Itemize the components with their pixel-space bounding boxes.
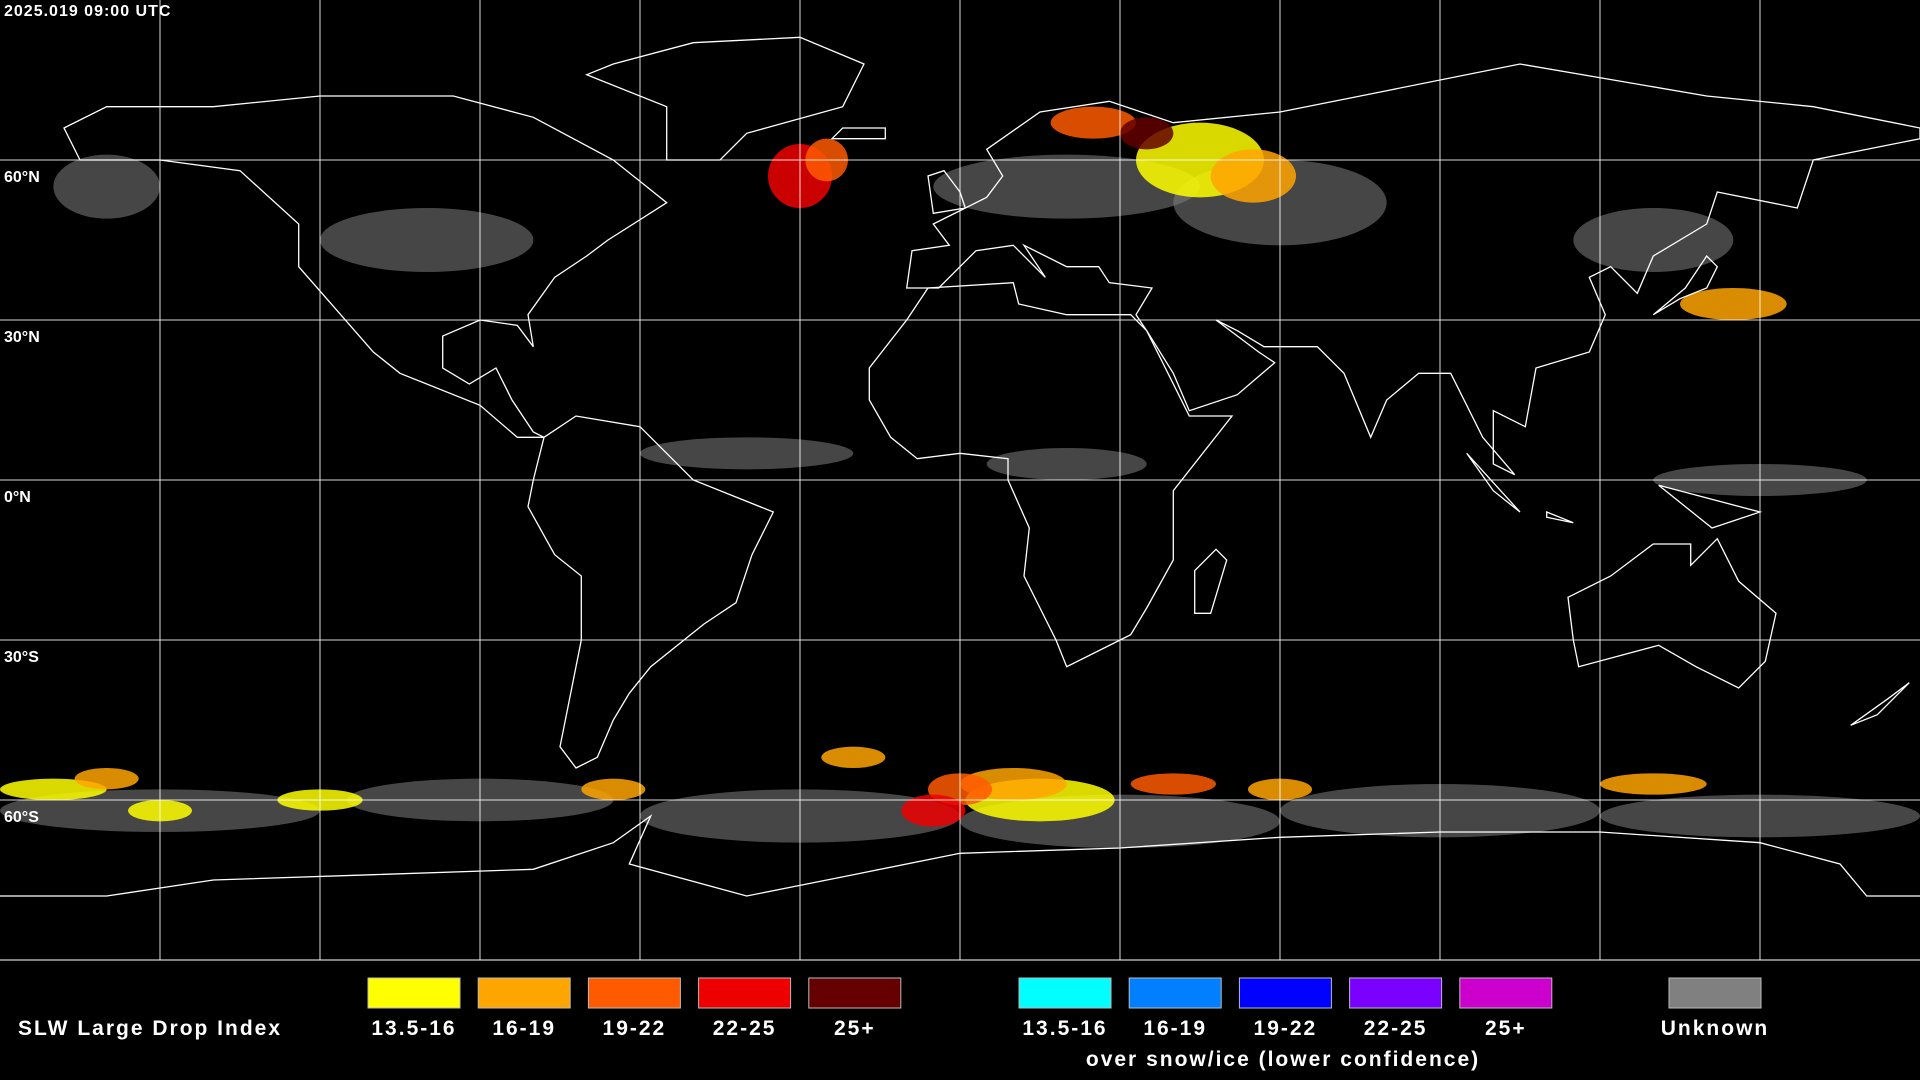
coastline bbox=[1567, 537, 1777, 689]
graticule: 60°N 30°N 0°N 30°S 60°S bbox=[0, 0, 1920, 960]
legend-label: 19-22 bbox=[603, 1017, 667, 1040]
legend-label: 22-25 bbox=[1364, 1017, 1428, 1040]
legend-title: SLW Large Drop Index bbox=[18, 1017, 282, 1040]
coastline bbox=[830, 127, 886, 140]
cloud-patch bbox=[53, 154, 161, 219]
legend-label: 13.5-16 bbox=[371, 1017, 456, 1040]
cloud-patch bbox=[320, 208, 534, 272]
coastline bbox=[868, 282, 1234, 668]
cloud-patch bbox=[821, 746, 886, 768]
latitude-label: 0°N bbox=[4, 489, 31, 506]
cloud-patch bbox=[1130, 773, 1217, 795]
legend-label: 16-19 bbox=[1143, 1017, 1207, 1040]
legend-label: 22-25 bbox=[713, 1017, 777, 1040]
timestamp: 2025.019 09:00 UTC bbox=[4, 3, 171, 20]
cloud-patch bbox=[1210, 149, 1297, 203]
legend-swatch bbox=[1238, 977, 1332, 1009]
legend-swatch bbox=[587, 977, 681, 1009]
legend-swatch bbox=[1018, 977, 1112, 1009]
cloud-patch bbox=[74, 768, 139, 790]
legend-swatch bbox=[367, 977, 461, 1009]
cloud-patch bbox=[581, 778, 646, 800]
coastline bbox=[527, 415, 775, 769]
legend-label: 19-22 bbox=[1254, 1017, 1318, 1040]
snow-ice-note: over snow/ice (lower confidence) bbox=[1086, 1048, 1480, 1071]
cloud-patch bbox=[1573, 208, 1734, 272]
cloud-patch bbox=[1050, 106, 1137, 139]
legend-label: 16-19 bbox=[492, 1017, 556, 1040]
legend-swatch bbox=[477, 977, 571, 1009]
coastline bbox=[1652, 254, 1719, 316]
legend-label: 25+ bbox=[834, 1017, 876, 1040]
legend-label: 25+ bbox=[1485, 1017, 1527, 1040]
cloud-patch bbox=[1600, 773, 1707, 795]
latitude-label: 60°S bbox=[4, 809, 39, 826]
legend-swatch bbox=[1349, 977, 1443, 1009]
legend-swatch bbox=[1128, 977, 1222, 1009]
legend-label: 13.5-16 bbox=[1022, 1017, 1107, 1040]
coastline bbox=[1546, 511, 1574, 524]
latitude-label: 60°N bbox=[4, 169, 40, 186]
coastline bbox=[1194, 548, 1228, 614]
cloud-patch bbox=[901, 794, 966, 827]
cloud-patch bbox=[640, 437, 854, 470]
coastline bbox=[1850, 682, 1910, 726]
coastline bbox=[1658, 484, 1763, 529]
legend-label: Unknown bbox=[1661, 1017, 1770, 1040]
coastline bbox=[1466, 452, 1521, 513]
legend: 13.5-16 16-19 19-22 22-25 25+ 13.5-16 16-19 19-… bbox=[367, 977, 1770, 1040]
legend-swatch bbox=[698, 977, 792, 1009]
legend-swatch bbox=[1668, 977, 1762, 1009]
cloud-patch bbox=[986, 448, 1147, 480]
legend-swatch bbox=[808, 977, 902, 1009]
cloud-patch bbox=[1120, 117, 1174, 150]
coastline bbox=[63, 95, 668, 438]
latitude-label: 30°N bbox=[4, 329, 40, 346]
legend-swatch bbox=[1459, 977, 1553, 1009]
coastline bbox=[905, 63, 1920, 476]
latitude-label: 30°S bbox=[4, 649, 39, 666]
